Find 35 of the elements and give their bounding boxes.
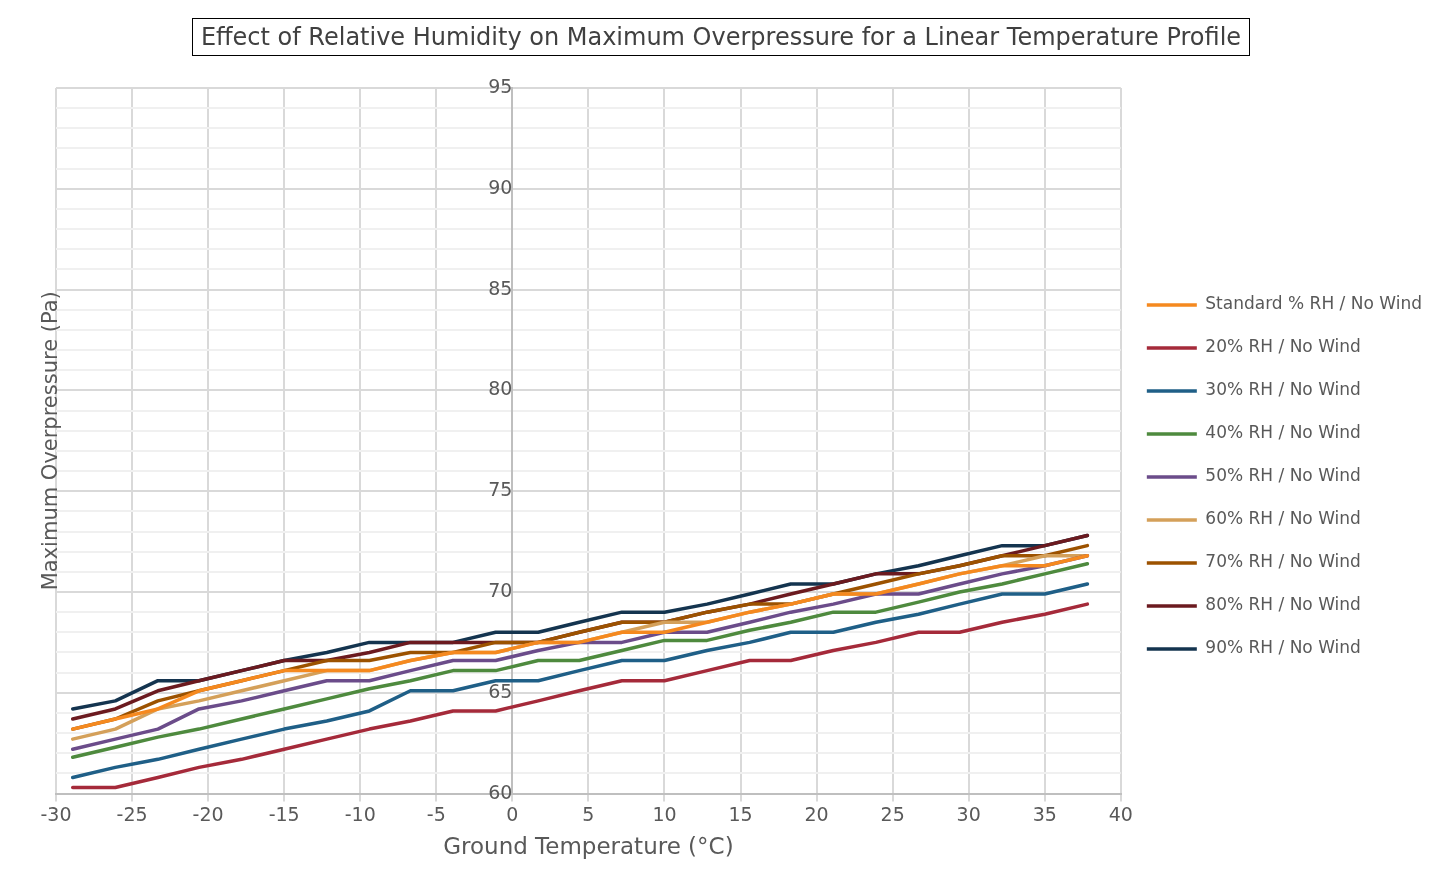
x-tick-label: 10: [652, 802, 677, 825]
x-tick-label: -20: [192, 802, 224, 825]
x-tick-label: -30: [40, 802, 72, 825]
y-tick-label: 65: [488, 679, 513, 702]
x-tick-label: 0: [506, 802, 519, 825]
y-tick-label: 90: [488, 175, 513, 198]
x-tick-label: 25: [880, 802, 905, 825]
x-tick-label: 5: [582, 802, 595, 825]
x-tick-label: -15: [268, 802, 300, 825]
y-axis-title: Maximum Overpressure (Pa): [38, 291, 63, 591]
x-tick-label: -25: [116, 802, 148, 825]
y-tick-label: 85: [488, 276, 513, 299]
x-tick-label: 15: [728, 802, 753, 825]
x-tick-label: -5: [426, 802, 446, 825]
chart-title: Effect of Relative Humidity on Maximum Overpressure for a Linear Temperature Profile: [191, 18, 1251, 56]
legend-label: 40% RH / No Wind: [1205, 422, 1361, 443]
legend-label: 90% RH / No Wind: [1205, 637, 1361, 658]
y-tick-label: 80: [488, 377, 513, 400]
y-tick-label: 75: [488, 478, 513, 501]
x-tick-label: 35: [1032, 802, 1057, 825]
x-tick-label: 40: [1108, 802, 1133, 825]
y-tick-label: 95: [488, 74, 513, 97]
legend-label: 80% RH / No Wind: [1205, 594, 1361, 615]
legend-label: 50% RH / No Wind: [1205, 465, 1361, 486]
legend-label: 30% RH / No Wind: [1205, 379, 1361, 400]
y-tick-label: 70: [488, 578, 513, 601]
x-tick-label: 30: [956, 802, 981, 825]
legend-label: Standard % RH / No Wind: [1205, 293, 1423, 314]
x-tick-label: 20: [804, 802, 829, 825]
x-tick-label: -10: [344, 802, 376, 825]
legend-label: 20% RH / No Wind: [1205, 336, 1361, 357]
y-tick-label: 60: [488, 780, 513, 803]
legend-label: 70% RH / No Wind: [1205, 551, 1361, 572]
legend-label: 60% RH / No Wind: [1205, 508, 1361, 529]
x-axis-title: Ground Temperature (°C): [443, 833, 734, 860]
